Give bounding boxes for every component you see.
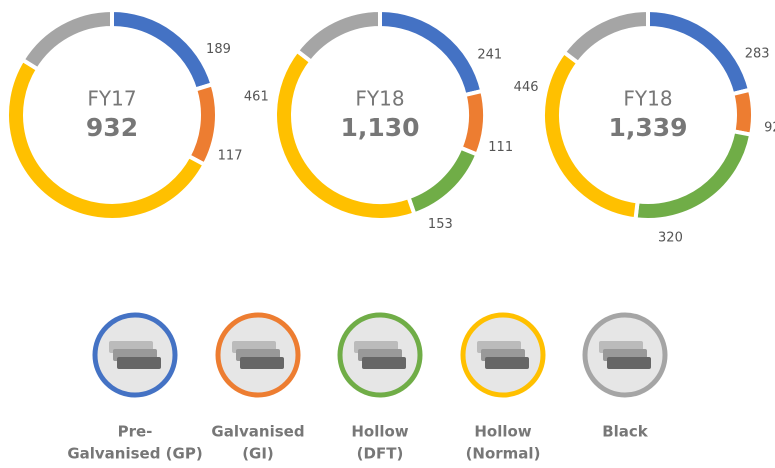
value-label: 446: [514, 80, 539, 95]
legend-icon-product: [607, 357, 651, 369]
center-value: 1,130: [340, 113, 419, 142]
donut-segment: [408, 148, 477, 214]
donut-segment: [461, 91, 485, 155]
value-label: 461: [244, 89, 269, 104]
legend-label: (DFT): [357, 445, 404, 463]
value-label: 241: [477, 48, 502, 63]
value-label: 189: [206, 42, 231, 57]
donut-segment: [380, 10, 482, 95]
legend-label: Pre-: [118, 423, 153, 441]
center-label: FY18: [355, 87, 404, 111]
legend-icon-product: [240, 357, 284, 369]
legend-label: Galvanised: [211, 423, 304, 441]
chart: 189117475151FY17932241111153461164FY181,…: [0, 0, 775, 468]
legend-label: Hollow: [474, 423, 531, 441]
value-label: 320: [658, 230, 683, 245]
legend-label: (GI): [242, 445, 274, 463]
legend-label: Black: [602, 423, 649, 441]
donut-segment: [189, 84, 217, 164]
value-label: 283: [745, 47, 770, 62]
value-label: 153: [428, 217, 453, 232]
legend-label: (Normal): [466, 445, 541, 463]
donut-segment: [732, 90, 753, 135]
center-label: FY18: [623, 87, 672, 111]
value-label: 117: [218, 149, 243, 164]
donut-segment: [112, 10, 212, 90]
legend-label: Hollow: [351, 423, 408, 441]
donut-segment: [23, 10, 112, 69]
donut-segment: [648, 10, 750, 94]
donut-segment: [564, 10, 648, 63]
legend-icon-product: [485, 357, 529, 369]
center-label: FY17: [87, 87, 136, 111]
value-label: 111: [488, 140, 513, 155]
value-label: 92: [764, 120, 775, 135]
donut-segment: [635, 131, 751, 220]
legend-icon-product: [117, 357, 161, 369]
center-value: 932: [86, 113, 138, 142]
legend-icon-product: [362, 357, 406, 369]
donut-segment: [297, 10, 380, 62]
legend-label: Galvanised (GP): [67, 445, 202, 463]
center-value: 1,339: [608, 113, 687, 142]
